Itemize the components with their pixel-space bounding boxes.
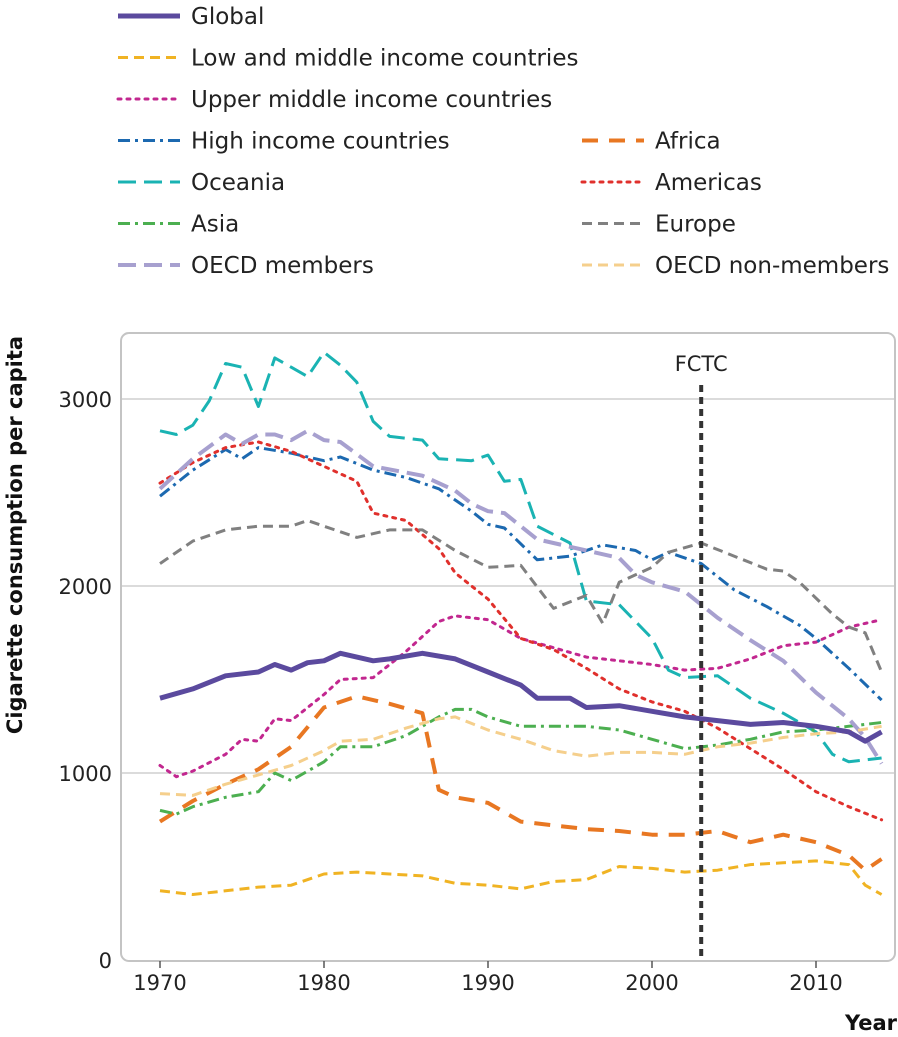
legend-label: Oceania [191, 170, 285, 196]
plot-area [120, 332, 896, 962]
legend: Global Low and middle income countries Upp… [116, 4, 889, 279]
y-tick-label: 0 [99, 949, 112, 973]
y-tick-label: 2000 [59, 575, 112, 599]
legend-item-upper-middle-income-countries: Upper middle income countries [116, 87, 552, 113]
x-axis-title: Year [844, 1011, 898, 1035]
x-tick-label: 1990 [461, 971, 514, 995]
fctc-annotation: FCTC [675, 352, 728, 960]
series-line-europe [159, 519, 883, 673]
legend-label: Africa [655, 129, 721, 155]
legend-item-americas: Americas [580, 170, 762, 196]
legend-item-low-and-middle-income-countries: Low and middle income countries [118, 46, 578, 72]
x-tick-label: 1980 [297, 971, 350, 995]
x-tick-label: 1970 [133, 971, 186, 995]
y-tick-label: 3000 [59, 388, 112, 412]
legend-item-oecd-non-members: OECD non-members [582, 253, 889, 279]
legend-item-oceania: Oceania [118, 170, 285, 196]
series-line-upper-middle-income-countries [158, 614, 884, 779]
legend-label: High income countries [191, 129, 450, 155]
legend-item-africa: Africa [582, 129, 721, 155]
series-line-high-income-countries [159, 446, 883, 702]
x-tick-label: 2000 [625, 971, 678, 995]
axes: 0 1000 2000 3000 1970 1980 1990 2000 2010 [59, 388, 843, 995]
series-line-oceania [159, 350, 882, 764]
legend-label: OECD non-members [655, 253, 889, 279]
series-line-africa [158, 694, 883, 873]
series-layer [158, 350, 884, 896]
y-tick-label: 1000 [59, 762, 112, 786]
series-line-americas [158, 440, 884, 822]
legend-item-global: Global [118, 4, 264, 30]
legend-label: Global [191, 4, 264, 30]
legend-item-high-income-countries: High income countries [118, 129, 450, 155]
fctc-label: FCTC [675, 352, 728, 376]
x-tick-label: 2010 [789, 971, 842, 995]
series-line-asia [159, 707, 882, 816]
legend-label: Europe [655, 212, 736, 238]
legend-item-europe: Europe [582, 212, 736, 238]
legend-label: Asia [191, 212, 239, 238]
series-line-oecd-non-members [159, 715, 882, 797]
series-line-oecd-members [158, 428, 884, 765]
gridlines [122, 398, 894, 774]
legend-label: OECD members [191, 253, 374, 279]
legend-label: Americas [655, 170, 762, 196]
legend-item-oecd-members: OECD members [118, 253, 374, 279]
legend-item-asia: Asia [118, 212, 239, 238]
legend-label: Upper middle income countries [191, 87, 552, 113]
legend-label: Low and middle income countries [191, 46, 578, 72]
series-line-global [159, 650, 883, 744]
y-axis-title: Cigarette consumption per capita [3, 336, 27, 734]
